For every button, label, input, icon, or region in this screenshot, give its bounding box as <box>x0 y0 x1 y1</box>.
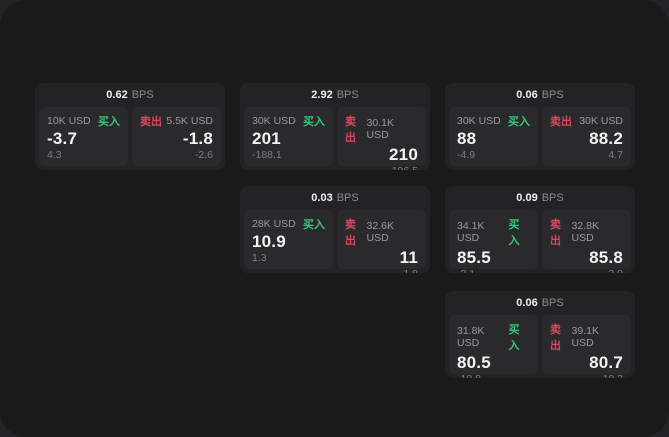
buy-side-label: 买入 <box>303 116 325 128</box>
bps-header: 0.06 BPS <box>445 83 635 107</box>
sell-panel[interactable]: 卖出 30.1K USD 210 196.5 <box>337 107 426 170</box>
sell-size-label: 30.1K USD <box>366 117 394 141</box>
bps-header: 0.09 BPS <box>445 186 635 210</box>
buy-delta: -188.1 <box>252 149 282 161</box>
buy-delta: -3.1 <box>457 268 530 273</box>
bps-value: 0.09 <box>516 192 538 204</box>
sell-side-label: 卖出 <box>140 116 162 128</box>
bps-header: 0.03 BPS <box>240 186 430 210</box>
sell-delta: 196.5 <box>345 165 418 170</box>
buy-panel[interactable]: 30K USD 买入 201 -188.1 <box>244 107 333 166</box>
buy-panel[interactable]: 28K USD 买入 10.9 1.3 <box>244 210 333 269</box>
sell-panel[interactable]: 卖出 30K USD 88.2 4.7 <box>542 107 631 166</box>
buy-panel[interactable]: 31.8K USD 买入 80.5 -10.8 <box>449 315 538 378</box>
bps-value: 0.06 <box>516 297 538 309</box>
quote-card: 0.09 BPS 34.1K USD 买入 85.5 -3.1 卖出 32.8K… <box>445 186 635 273</box>
sell-size-label: 5.5K USD <box>166 115 213 127</box>
bps-value: 0.62 <box>106 89 128 101</box>
buy-side-label: 买入 <box>508 219 520 247</box>
sell-size-label: 32.6K USD <box>366 220 394 244</box>
buy-panel[interactable]: 30K USD 买入 88 -4.9 <box>449 107 538 166</box>
sell-panel[interactable]: 卖出 5.5K USD -1.8 -2.6 <box>132 107 221 166</box>
bps-value: 0.06 <box>516 89 538 101</box>
quote-card: 0.06 BPS 30K USD 买入 88 -4.9 卖出 30K USD 8… <box>445 83 635 170</box>
bps-unit: BPS <box>541 89 564 101</box>
sell-side-label: 卖出 <box>550 324 561 352</box>
sell-panel[interactable]: 卖出 39.1K USD 80.7 10.2 <box>542 315 631 378</box>
buy-delta: 1.3 <box>252 252 267 264</box>
buy-size-label: 10K USD <box>47 115 91 127</box>
sell-price: -1.8 <box>182 129 213 148</box>
bps-header: 2.92 BPS <box>240 83 430 107</box>
buy-price: -3.7 <box>47 129 78 148</box>
sell-delta: -2.6 <box>194 149 213 161</box>
bps-unit: BPS <box>336 89 359 101</box>
bps-unit: BPS <box>541 192 564 204</box>
quote-card: 0.03 BPS 28K USD 买入 10.9 1.3 卖出 32.6K US… <box>240 186 430 273</box>
buy-panel[interactable]: 34.1K USD 买入 85.5 -3.1 <box>449 210 538 273</box>
buy-price: 10.9 <box>252 232 286 251</box>
sell-price: 85.8 <box>589 248 623 267</box>
buy-panel[interactable]: 10K USD 买入 -3.7 4.3 <box>39 107 128 166</box>
sell-size-label: 39.1K USD <box>571 325 599 349</box>
sell-side-label: 卖出 <box>345 219 356 247</box>
buy-size-label: 34.1K USD <box>457 220 485 244</box>
bps-unit: BPS <box>131 89 154 101</box>
sell-size-label: 30K USD <box>579 115 623 127</box>
sell-panel[interactable]: 卖出 32.6K USD 11 -1.8 <box>337 210 426 273</box>
sell-size-label: 32.8K USD <box>571 220 599 244</box>
sell-side-label: 卖出 <box>550 219 561 247</box>
sell-delta: 4.7 <box>608 149 623 161</box>
buy-delta: -4.9 <box>457 149 476 161</box>
bps-unit: BPS <box>541 297 564 309</box>
buy-price: 201 <box>252 129 281 148</box>
buy-side-label: 买入 <box>303 219 325 231</box>
buy-delta: -10.8 <box>457 373 530 378</box>
bps-value: 0.03 <box>311 192 333 204</box>
buy-side-label: 买入 <box>98 116 120 128</box>
sell-price: 210 <box>389 145 418 164</box>
quote-card: 0.06 BPS 31.8K USD 买入 80.5 -10.8 卖出 39.1… <box>445 291 635 378</box>
quote-card: 2.92 BPS 30K USD 买入 201 -188.1 卖出 30.1K … <box>240 83 430 170</box>
bps-value: 2.92 <box>311 89 333 101</box>
bps-header: 0.06 BPS <box>445 291 635 315</box>
bps-unit: BPS <box>336 192 359 204</box>
sell-delta: 10.2 <box>550 373 623 378</box>
buy-size-label: 28K USD <box>252 218 296 230</box>
buy-side-label: 买入 <box>508 116 530 128</box>
sell-price: 80.7 <box>589 353 623 372</box>
sell-price: 11 <box>399 248 418 267</box>
sell-panel[interactable]: 卖出 32.8K USD 85.8 3.0 <box>542 210 631 273</box>
sell-delta: 3.0 <box>550 268 623 273</box>
buy-size-label: 30K USD <box>457 115 501 127</box>
quote-card: 0.62 BPS 10K USD 买入 -3.7 4.3 卖出 5.5K USD… <box>35 83 225 170</box>
sell-side-label: 卖出 <box>345 116 356 144</box>
buy-size-label: 30K USD <box>252 115 296 127</box>
bps-header: 0.62 BPS <box>35 83 225 107</box>
sell-price: 88.2 <box>589 129 623 148</box>
buy-price: 80.5 <box>457 353 491 372</box>
buy-price: 88 <box>457 129 477 148</box>
buy-delta: 4.3 <box>47 149 62 161</box>
buy-side-label: 买入 <box>508 324 520 352</box>
sell-side-label: 卖出 <box>550 116 572 128</box>
sell-delta: -1.8 <box>345 268 418 273</box>
buy-size-label: 31.8K USD <box>457 325 485 349</box>
buy-price: 85.5 <box>457 248 491 267</box>
